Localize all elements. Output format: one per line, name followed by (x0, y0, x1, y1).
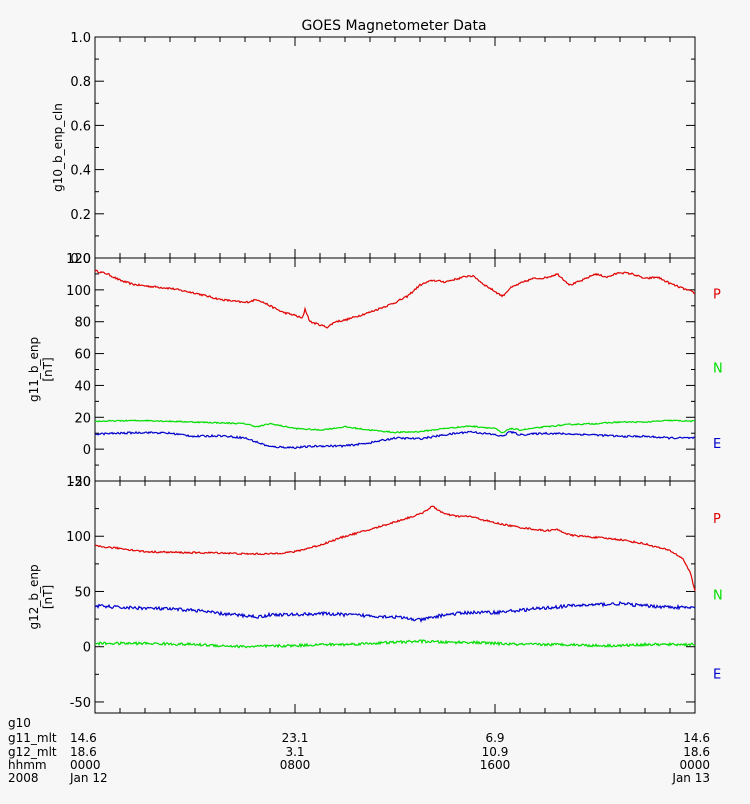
series-line-P (94, 505, 696, 592)
y-tick-label: 80 (74, 316, 91, 331)
y-axis-label: g10_b_enp_cln (51, 103, 65, 192)
y-axis-unit: [nT] (41, 357, 55, 381)
series-label-N: N (713, 589, 723, 604)
panel-frame (94, 36, 696, 259)
row-label: 2008 (8, 771, 39, 785)
y-tick-label: 100 (66, 284, 91, 299)
row-value: 18.6 (70, 745, 97, 759)
row-value: Jan 12 (69, 771, 108, 785)
y-tick-label: 1.0 (70, 31, 91, 46)
y-tick-label: 0.4 (70, 164, 91, 179)
chart-title: GOES Magnetometer Data (301, 18, 486, 34)
panel-frame (94, 480, 696, 714)
y-tick-label: 0.8 (70, 75, 91, 90)
row-label: hhmm (8, 758, 47, 772)
row-label: g11_mlt (8, 731, 57, 745)
y-tick-label: 0 (83, 641, 91, 656)
series-line-E (94, 600, 696, 624)
row-value: 18.6 (683, 745, 710, 759)
y-tick-label: 0 (83, 443, 91, 458)
row-value: 14.6 (683, 731, 710, 745)
y-tick-label: 100 (66, 530, 91, 545)
panel-3: -50 0 50 100 150 g12_b_enp [nT] P N E (27, 475, 723, 714)
series-label-N: N (713, 361, 723, 376)
row-value: 3.1 (285, 745, 304, 759)
y-tick-label: 150 (66, 475, 91, 490)
panel-2: -20 0 20 40 60 80 100 120 g11_b_enp [nT] P N E (27, 252, 723, 490)
row-value: 23.1 (282, 731, 309, 745)
y-tick-label: 20 (74, 411, 91, 426)
row-value: 0800 (280, 758, 311, 772)
y-tick-label: 40 (74, 379, 91, 394)
y-tick-label: -50 (70, 696, 91, 711)
row-value: 0000 (679, 758, 710, 772)
series-line-E (94, 430, 696, 450)
series-label-E: E (713, 437, 721, 452)
y-tick-label: 60 (74, 348, 91, 363)
row-label: g10 (8, 716, 31, 730)
row-value: 14.6 (70, 731, 97, 745)
panel-1: 0.0 0.2 0.4 0.6 0.8 1.0 g10_b_enp_cln (51, 31, 696, 267)
y-tick-label: 50 (74, 585, 91, 600)
series-line-P (94, 269, 696, 329)
row-value: 1600 (480, 758, 511, 772)
y-tick-label: 0.0 (70, 252, 91, 267)
y-tick-label: 120 (66, 252, 91, 267)
series-line-N (94, 639, 696, 649)
y-tick-label: -20 (70, 475, 91, 490)
y-tick-label: 0.2 (70, 208, 91, 223)
y-tick-label: 0.6 (70, 119, 91, 134)
row-value: 10.9 (482, 745, 509, 759)
y-axis-label: g11_b_enp (27, 337, 41, 402)
series-label-P: P (713, 288, 721, 303)
series-line-N (94, 419, 696, 434)
y-axis-unit: [nT] (41, 585, 55, 609)
series-label-P: P (713, 512, 721, 527)
row-value: Jan 13 (671, 771, 710, 785)
y-axis-label: g12_b_enp (27, 564, 41, 629)
panel-frame (94, 257, 696, 482)
row-label: g12_mlt (8, 745, 57, 759)
series-label-E: E (713, 668, 721, 683)
row-value: 0000 (70, 758, 101, 772)
row-value: 6.9 (485, 731, 504, 745)
